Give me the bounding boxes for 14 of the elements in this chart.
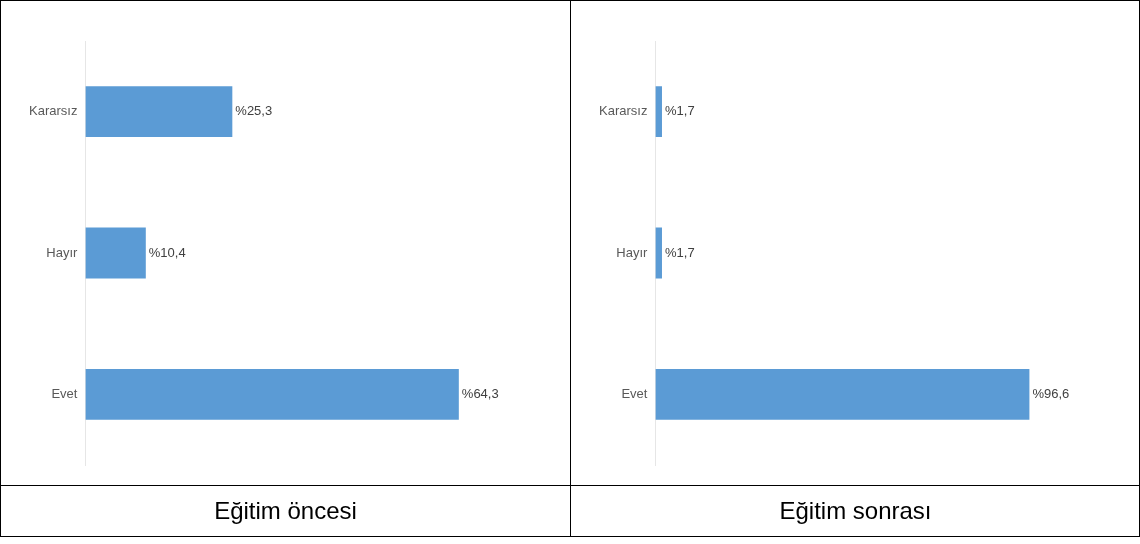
text: Eğitim sonrası <box>571 485 1140 536</box>
data-label: %25,3 <box>235 103 273 119</box>
text: Eğitim öncesi <box>1 485 570 536</box>
data-label: %10,4 <box>148 244 186 260</box>
data-label: %64,3 <box>461 385 499 401</box>
data-label: %1,7 <box>664 103 695 119</box>
y-tick-label: Hayır <box>46 244 79 260</box>
y-tick-label: Kararsız <box>28 103 78 119</box>
y-tick-label: Evet <box>621 385 648 401</box>
y-tick-label: Kararsız <box>598 103 648 119</box>
data-label: %1,7 <box>664 244 695 260</box>
y-tick-label: Hayır <box>616 244 649 260</box>
y-tick-label: Evet <box>51 385 78 401</box>
data-label: %96,6 <box>1032 385 1070 401</box>
